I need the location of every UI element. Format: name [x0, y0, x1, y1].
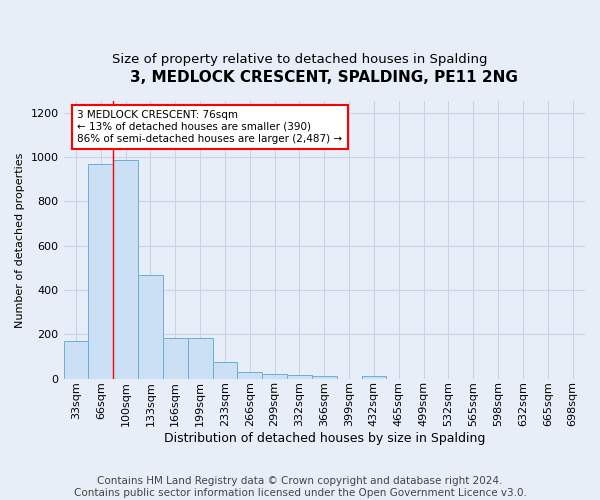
Bar: [212, 362, 238, 378]
Text: 3 MEDLOCK CRESCENT: 76sqm
← 13% of detached houses are smaller (390)
86% of semi: 3 MEDLOCK CRESCENT: 76sqm ← 13% of detac…: [77, 110, 343, 144]
Bar: [188, 338, 212, 378]
Bar: [88, 164, 113, 378]
Text: Size of property relative to detached houses in Spalding: Size of property relative to detached ho…: [112, 52, 488, 66]
Bar: [262, 374, 287, 378]
Text: Contains HM Land Registry data © Crown copyright and database right 2024.
Contai: Contains HM Land Registry data © Crown c…: [74, 476, 526, 498]
Bar: [138, 276, 163, 378]
Bar: [362, 376, 386, 378]
Bar: [312, 376, 337, 378]
Bar: [287, 375, 312, 378]
Bar: [238, 372, 262, 378]
Bar: [113, 160, 138, 378]
X-axis label: Distribution of detached houses by size in Spalding: Distribution of detached houses by size …: [164, 432, 485, 445]
Y-axis label: Number of detached properties: Number of detached properties: [15, 152, 25, 328]
Title: 3, MEDLOCK CRESCENT, SPALDING, PE11 2NG: 3, MEDLOCK CRESCENT, SPALDING, PE11 2NG: [130, 70, 518, 85]
Bar: [64, 341, 88, 378]
Bar: [163, 338, 188, 378]
